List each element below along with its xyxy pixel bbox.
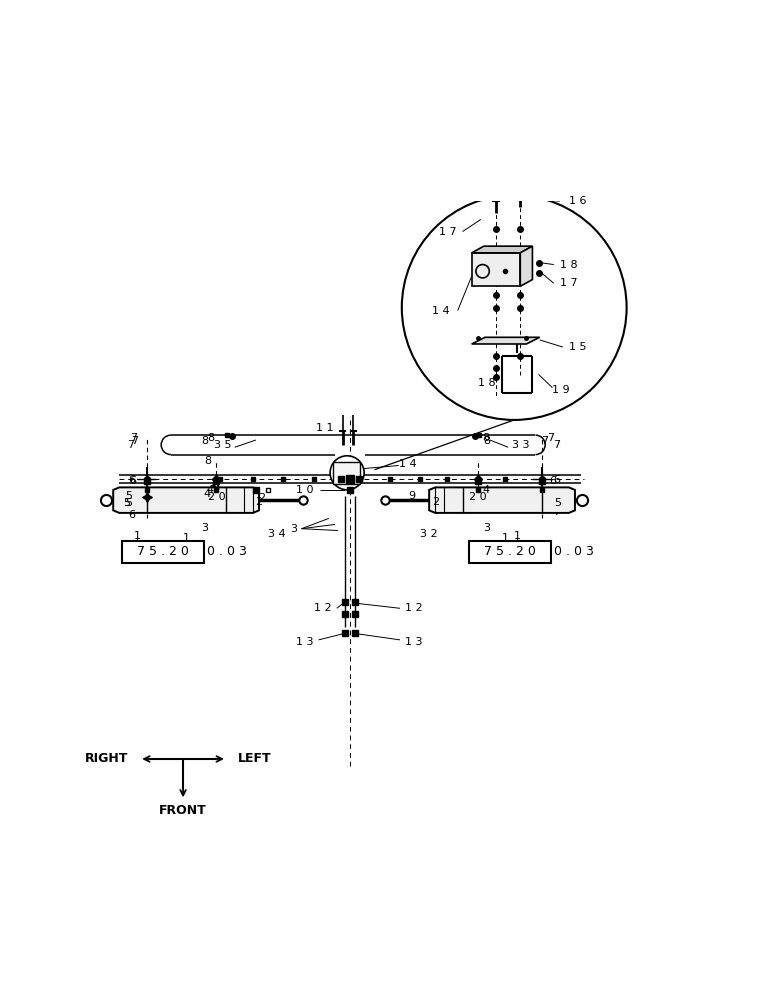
Text: 3: 3 <box>201 523 208 533</box>
Polygon shape <box>472 337 539 344</box>
Text: 1 8: 1 8 <box>560 260 578 270</box>
Text: 1: 1 <box>183 533 190 543</box>
Text: 8: 8 <box>483 436 491 446</box>
Text: 8: 8 <box>204 456 211 466</box>
Polygon shape <box>472 246 532 253</box>
Text: 2: 2 <box>259 493 266 503</box>
Text: 4: 4 <box>207 485 214 495</box>
Text: 6: 6 <box>554 475 561 485</box>
Text: 7: 7 <box>129 433 136 443</box>
Circle shape <box>330 456 364 490</box>
Text: 7: 7 <box>127 440 134 450</box>
Text: 1 2: 1 2 <box>405 603 423 613</box>
Text: 6: 6 <box>128 510 135 520</box>
Text: 1 8: 1 8 <box>478 378 495 388</box>
Text: 7: 7 <box>131 436 138 446</box>
Text: 9: 9 <box>408 491 416 501</box>
Polygon shape <box>429 487 575 513</box>
Text: FRONT: FRONT <box>159 804 207 817</box>
Text: 7: 7 <box>541 436 548 446</box>
Text: 7: 7 <box>554 507 561 517</box>
Polygon shape <box>521 246 532 286</box>
Text: 1 5: 1 5 <box>569 342 586 352</box>
Text: 7 5 . 2 0: 7 5 . 2 0 <box>137 545 189 558</box>
Text: 5: 5 <box>123 498 130 508</box>
Text: 1 2: 1 2 <box>314 603 332 613</box>
Text: 1: 1 <box>514 531 521 541</box>
Text: 1 4: 1 4 <box>399 459 416 469</box>
Text: 1 4: 1 4 <box>433 306 450 316</box>
Text: 5: 5 <box>554 498 561 508</box>
Text: 7: 7 <box>127 507 134 517</box>
Text: 1 3: 1 3 <box>405 637 423 647</box>
Text: 3 5: 3 5 <box>214 440 231 450</box>
Text: 2 0: 2 0 <box>469 492 487 502</box>
Text: LEFT: LEFT <box>238 752 271 765</box>
Text: 1 0: 1 0 <box>296 485 314 495</box>
Text: 6: 6 <box>129 476 136 486</box>
Text: 1 9: 1 9 <box>552 385 570 395</box>
Polygon shape <box>472 253 521 286</box>
Text: 5: 5 <box>125 491 132 501</box>
Text: 1 7: 1 7 <box>560 278 578 288</box>
Text: 2: 2 <box>256 497 263 507</box>
Text: 0 . 0 3: 0 . 0 3 <box>207 545 247 558</box>
Text: 4: 4 <box>482 485 489 495</box>
Text: 3 4: 3 4 <box>268 529 286 539</box>
Text: 2 0: 2 0 <box>208 492 225 502</box>
Text: 1 1: 1 1 <box>317 423 334 433</box>
Text: 1 6: 1 6 <box>569 196 586 206</box>
Text: 8: 8 <box>201 436 208 446</box>
Text: 7 5 . 2 0: 7 5 . 2 0 <box>484 545 535 558</box>
Text: 8: 8 <box>482 433 489 443</box>
Text: 3 2: 3 2 <box>420 529 438 539</box>
Text: 1: 1 <box>502 533 509 543</box>
Text: 7: 7 <box>547 433 554 443</box>
Text: 3: 3 <box>484 523 490 533</box>
Text: 5: 5 <box>125 498 132 508</box>
Text: 7: 7 <box>554 440 561 450</box>
Text: 3: 3 <box>290 524 297 534</box>
Text: 4: 4 <box>204 489 211 499</box>
Text: 1 3: 1 3 <box>296 637 314 647</box>
Text: 1 7: 1 7 <box>438 227 456 237</box>
Text: 0 . 0 3: 0 . 0 3 <box>554 545 593 558</box>
Polygon shape <box>113 487 259 513</box>
Text: 6: 6 <box>128 475 135 485</box>
Text: 8: 8 <box>207 433 214 443</box>
Text: 2: 2 <box>432 497 439 507</box>
Text: 3 3: 3 3 <box>511 440 529 450</box>
Text: 6: 6 <box>549 476 556 486</box>
Text: 1: 1 <box>134 531 141 541</box>
Polygon shape <box>333 462 361 484</box>
Text: RIGHT: RIGHT <box>85 752 129 765</box>
